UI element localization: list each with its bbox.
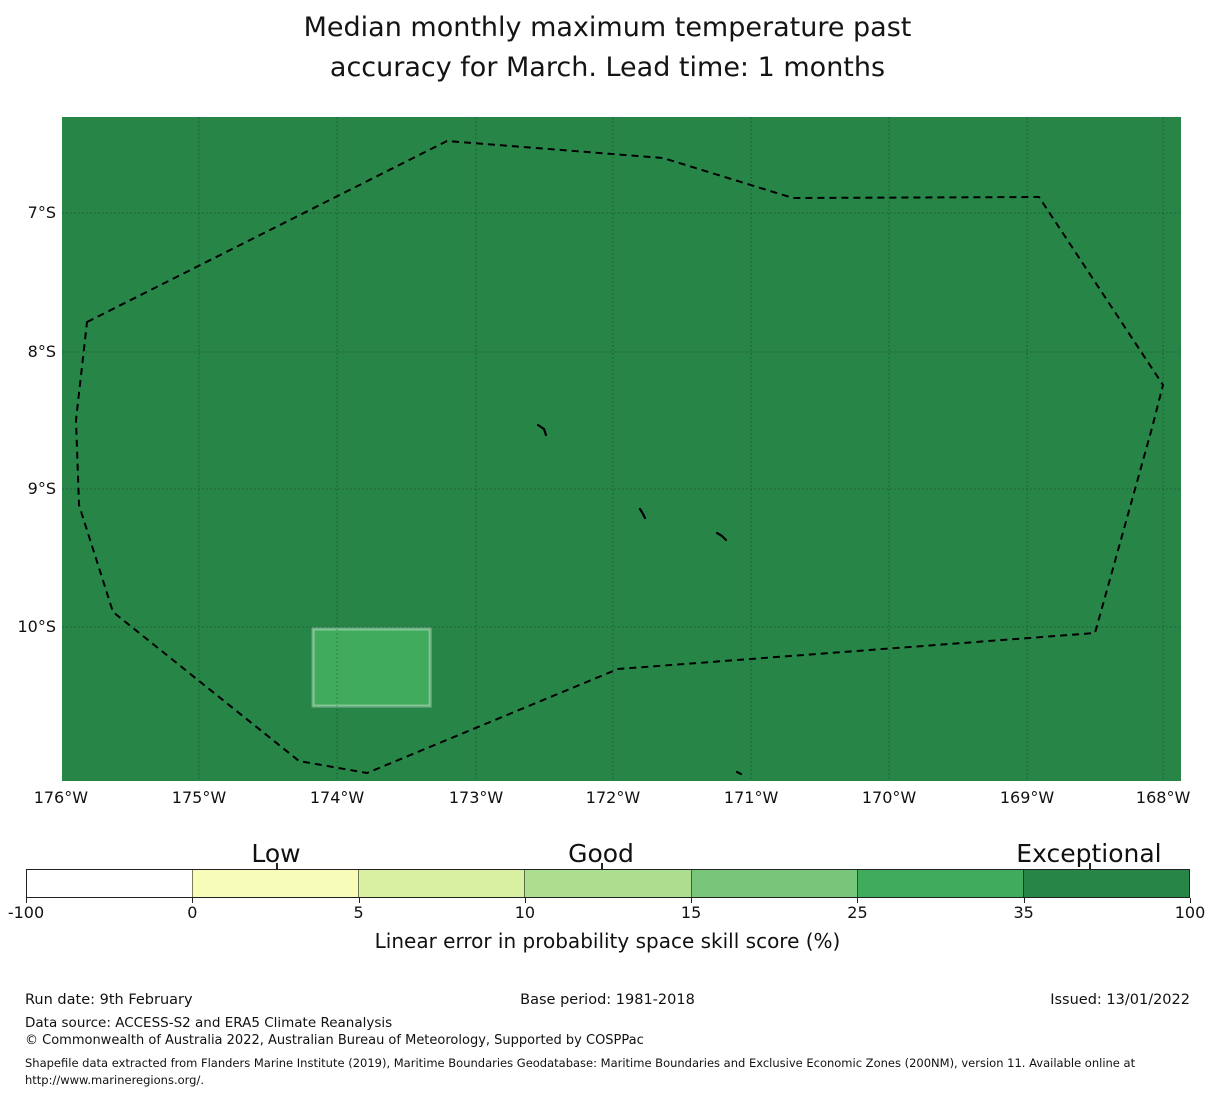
colorbar-caption: Linear error in probability space skill … [374, 929, 841, 953]
copyright-text: © Commonwealth of Australia 2022, Austra… [25, 1033, 644, 1048]
colorbar-tick-label: 25 [847, 903, 868, 922]
highlight-grid-cell [311, 627, 432, 708]
y-axis-tick-label: 9°S [27, 478, 56, 498]
colorbar-segment-25-to-35 [856, 870, 1023, 897]
x-axis-tick-label: 174°W [309, 788, 365, 807]
x-axis-tick-label: 172°W [585, 788, 641, 807]
colorbar-tick-label: -100 [7, 903, 45, 922]
run-date-text: Run date: 9th February [25, 992, 193, 1008]
base-period-text: Base period: 1981-2018 [520, 992, 695, 1008]
map-plot-svg [62, 117, 1181, 781]
shapefile-attribution-line1: Shapefile data extracted from Flanders M… [25, 1056, 1136, 1070]
colorbar-tick-mark [1190, 898, 1191, 903]
chart-title-line2: accuracy for March. Lead time: 1 months [329, 52, 886, 83]
issued-date-text: Issued: 13/01/2022 [1050, 992, 1190, 1008]
shapefile-attribution-url: http://www.marineregions.org/. [25, 1073, 204, 1087]
colorbar-segment--100-to-0 [27, 870, 193, 897]
map-plot-area [62, 117, 1181, 781]
colorbar-category-tick [276, 863, 279, 869]
colorbar-tick-label: 100 [1174, 903, 1206, 922]
colorbar-tick-label: 35 [1013, 903, 1034, 922]
x-axis-tick-label: 173°W [448, 788, 504, 807]
colorbar [26, 869, 1190, 898]
colorbar-segment-15-to-25 [690, 870, 857, 897]
colorbar-segment-35-to-100 [1022, 870, 1189, 897]
y-axis-tick-label: 8°S [27, 341, 56, 361]
colorbar-category-label: Good [568, 839, 634, 868]
colorbar-category-label: Exceptional [1016, 839, 1162, 868]
colorbar-tick-mark [524, 898, 526, 903]
chart-title-line1: Median monthly maximum temperature past [303, 12, 912, 43]
chart-title: Median monthly maximum temperature past … [0, 8, 1215, 88]
eez-boundary-dashed [75, 140, 1164, 774]
colorbar-category-tick [1088, 863, 1091, 869]
colorbar-segment-10-to-15 [524, 870, 691, 897]
island-outline [638, 507, 647, 520]
shapefile-attribution-text: Shapefile data extracted from Flanders M… [25, 1055, 1193, 1089]
colorbar-tick-label: 10 [514, 903, 536, 922]
data-source-text: Data source: ACCESS-S2 and ERA5 Climate … [25, 1015, 393, 1031]
colorbar-segment-5-to-10 [358, 870, 525, 897]
colorbar-tick-label: 5 [353, 903, 364, 922]
colorbar-tick-label: 15 [680, 903, 702, 922]
x-axis-tick-label: 170°W [861, 788, 917, 807]
y-axis-tick-label: 7°S [27, 203, 56, 222]
x-axis-tick-label: 169°W [999, 788, 1055, 807]
ocean-field [62, 117, 1181, 781]
colorbar-tick-mark [192, 898, 194, 903]
colorbar-tick-mark [857, 898, 859, 903]
colorbar-segment-0-to-5 [192, 870, 359, 897]
island-outline [536, 423, 548, 437]
x-axis-tick-label: 171°W [723, 788, 779, 807]
colorbar-tick-mark [1023, 898, 1025, 903]
x-axis-tick-label: 175°W [171, 788, 227, 807]
colorbar-category-tick [601, 863, 604, 869]
island-outline [715, 531, 728, 542]
colorbar-tick-mark [26, 898, 27, 903]
island-outline [735, 770, 743, 776]
x-axis-tick-label: 168°W [1135, 788, 1191, 807]
y-axis-tick-label: 10°S [17, 617, 56, 637]
colorbar-tick-label: 0 [187, 903, 198, 922]
x-axis-tick-label: 176°W [33, 788, 89, 807]
colorbar-tick-mark [358, 898, 360, 903]
colorbar-category-label: Low [251, 839, 301, 868]
colorbar-tick-mark [691, 898, 693, 903]
